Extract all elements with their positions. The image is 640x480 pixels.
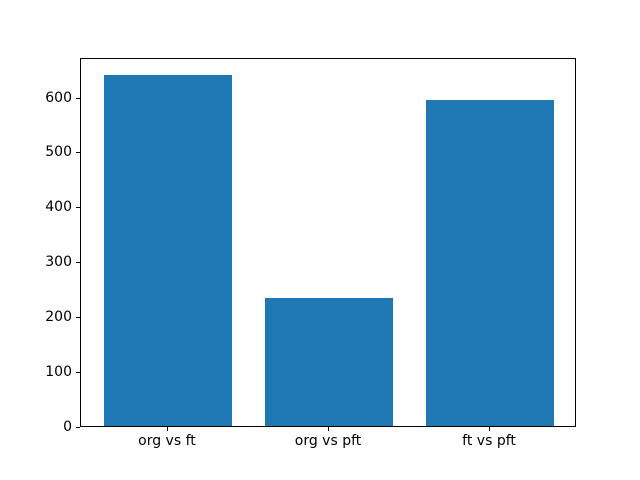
y-tick-mark	[76, 207, 80, 209]
x-tick-label: org vs pft	[294, 433, 362, 449]
y-tick-label: 100	[45, 364, 72, 381]
y-tick-mark	[76, 262, 80, 264]
x-tick-label: org vs ft	[138, 433, 196, 449]
y-tick-label: 500	[45, 144, 72, 161]
y-tick-label: 200	[45, 309, 72, 326]
y-tick-label: 0	[63, 419, 72, 435]
y-tick-mark	[76, 427, 80, 428]
y-tick-label: 300	[45, 254, 72, 271]
bar-org-vs-ft	[103, 74, 233, 426]
x-tick-mark	[489, 427, 491, 431]
y-tick-mark	[76, 152, 80, 154]
bar-org-vs-pft	[264, 298, 394, 426]
x-tick-mark	[166, 427, 168, 431]
y-tick-mark	[76, 317, 80, 319]
bar-ft-vs-pft	[425, 100, 555, 426]
y-tick-label: 400	[45, 199, 72, 216]
x-tick-label: ft vs pft	[462, 433, 516, 449]
y-tick-label: 600	[45, 89, 72, 106]
plot-area	[80, 58, 576, 427]
y-tick-mark	[76, 97, 80, 99]
x-tick-mark	[328, 427, 329, 431]
y-tick-mark	[76, 372, 80, 374]
